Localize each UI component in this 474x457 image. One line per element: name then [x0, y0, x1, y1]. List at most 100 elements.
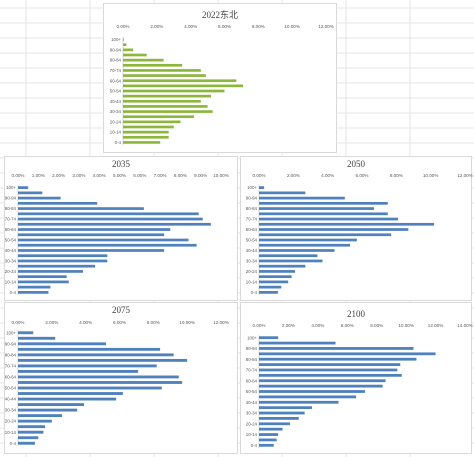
bar-55-59: [123, 84, 244, 88]
bar-80-84: [18, 353, 174, 357]
x-tick-label: 10.00%: [213, 173, 229, 178]
bar-30-34: [18, 259, 108, 263]
bar-90-94: [259, 196, 345, 200]
bar-55-59: [259, 233, 392, 237]
bar-10-14: [123, 130, 169, 134]
bar-70-74: [18, 364, 157, 368]
bar-50-54: [259, 390, 365, 393]
bar-90-94: [18, 196, 61, 200]
y-tick-label: 70-74: [246, 368, 258, 373]
bar-55-59: [259, 384, 383, 388]
x-tick-label: 12.00%: [213, 320, 229, 325]
x-tick-label: 12.00%: [318, 24, 334, 29]
x-tick-label: 0.00%: [11, 320, 24, 325]
bar-60-64: [18, 228, 171, 231]
bar-40-44: [259, 400, 339, 404]
y-tick-label: 100+: [247, 185, 257, 190]
y-tick-label: 0-4: [10, 441, 17, 446]
chart-panel-2100[interactable]: 2100 0.00% 2.00% 4.00% 6.00% 8.00% 10.00% 12.0…: [240, 302, 473, 454]
y-tick-label: 80-84: [110, 58, 122, 63]
bar-35-39: [259, 406, 312, 410]
bar-90-94: [259, 347, 414, 350]
bar-90-94: [123, 48, 134, 52]
bar-95-99: [123, 43, 127, 47]
bar-85-89: [259, 352, 436, 356]
x-tick-label: 4.00%: [93, 173, 106, 178]
chart-panel-2022[interactable]: 2022东北 0.00% 2.00% 4.00% 6.00% 8.00% 10.00% 12…: [103, 3, 337, 153]
bar-50-54: [18, 386, 162, 390]
y-tick-label: 100+: [247, 335, 257, 340]
x-tick-label: 12.00%: [428, 323, 444, 328]
bar-75-79: [18, 358, 188, 362]
y-tick-label: 60-64: [110, 78, 122, 83]
bar-40-44: [18, 397, 117, 401]
y-tick-label: 40-44: [110, 99, 122, 104]
bar-15-19: [18, 425, 46, 429]
x-tick-label: 12.00%: [457, 173, 473, 178]
bar-15-19: [18, 275, 67, 279]
y-tick-label: 90-94: [246, 196, 258, 201]
bar-75-79: [18, 212, 199, 216]
bar-100+: [18, 186, 29, 189]
y-tick-label: 20-24: [246, 421, 258, 426]
bar-5-9: [123, 135, 169, 139]
bar-10-14: [259, 280, 289, 284]
x-tick-label: 8.00%: [252, 24, 265, 29]
y-tick-label: 10-14: [246, 432, 258, 437]
chart-panel-2035[interactable]: 2035 0.00% 1.00% 2.00% 3.00% 4.00% 5.00% 6.00%…: [4, 156, 238, 301]
bar-20-24: [259, 422, 290, 426]
y-tick-label: 70-74: [246, 217, 258, 222]
bar-60-64: [259, 379, 386, 383]
chart-title: 2075: [112, 305, 130, 315]
bar-80-84: [123, 58, 164, 62]
x-tick-label: 6.00%: [341, 323, 354, 328]
bar-0-4: [18, 441, 35, 445]
bar-70-74: [123, 69, 201, 72]
chart-panel-2050[interactable]: 2050 0.00% 2.00% 4.00% 6.00% 8.00% 10.00% 12.0…: [240, 156, 473, 301]
chart-title: 2022东北: [201, 10, 238, 20]
bar-10-14: [18, 430, 44, 434]
y-tick-label: 20-24: [110, 119, 122, 124]
y-tick-label: 90-94: [246, 346, 258, 351]
x-tick-label: 2.00%: [45, 320, 58, 325]
bar-25-29: [18, 414, 62, 418]
y-tick-label: 40-44: [246, 248, 258, 253]
bar-45-49: [123, 94, 211, 98]
y-tick-label: 50-54: [110, 89, 122, 94]
y-tick-label: 70-74: [5, 217, 17, 222]
y-tick-label: 80-84: [5, 352, 17, 357]
x-tick-label: 1.00%: [32, 173, 45, 178]
y-tick-label: 30-34: [5, 408, 17, 413]
chart-panel-2075[interactable]: 2075 0.00% 2.00% 4.00% 6.00% 8.00% 10.00% 12.0…: [4, 302, 238, 454]
y-tick-label: 100+: [6, 330, 16, 335]
bar-20-24: [18, 270, 83, 273]
bar-65-69: [123, 74, 206, 77]
y-tick-label: 10-14: [5, 430, 17, 435]
bar-25-29: [259, 417, 299, 420]
bar-85-89: [123, 53, 147, 57]
bar-85-89: [18, 347, 161, 351]
bar-50-54: [18, 238, 189, 242]
x-tick-label: 7.00%: [154, 173, 167, 178]
bar-75-79: [123, 63, 183, 67]
chart-title: 2035: [112, 159, 130, 169]
y-tick-label: 50-54: [246, 238, 258, 243]
x-tick-label: 2.00%: [282, 323, 295, 328]
bar-40-44: [123, 99, 201, 103]
bar-0-4: [18, 291, 49, 294]
bar-45-49: [18, 243, 197, 247]
x-tick-label: 6.00%: [113, 320, 126, 325]
bar-70-74: [18, 217, 203, 221]
x-tick-label: 8.00%: [147, 320, 160, 325]
chart-svg-2050: 0.00% 2.00% 4.00% 6.00% 8.00% 10.00% 12.00% 0-4…: [246, 173, 473, 295]
bar-25-29: [18, 264, 96, 268]
x-tick-label: 10.00%: [179, 320, 195, 325]
x-tick-label: 4.00%: [311, 323, 324, 328]
bar-80-84: [18, 207, 144, 210]
bar-80-84: [259, 207, 375, 210]
x-tick-label: 2.00%: [52, 173, 65, 178]
bar-5-9: [259, 285, 282, 289]
bar-30-34: [259, 259, 323, 263]
bar-40-44: [18, 249, 165, 252]
y-tick-label: 30-34: [246, 411, 258, 416]
